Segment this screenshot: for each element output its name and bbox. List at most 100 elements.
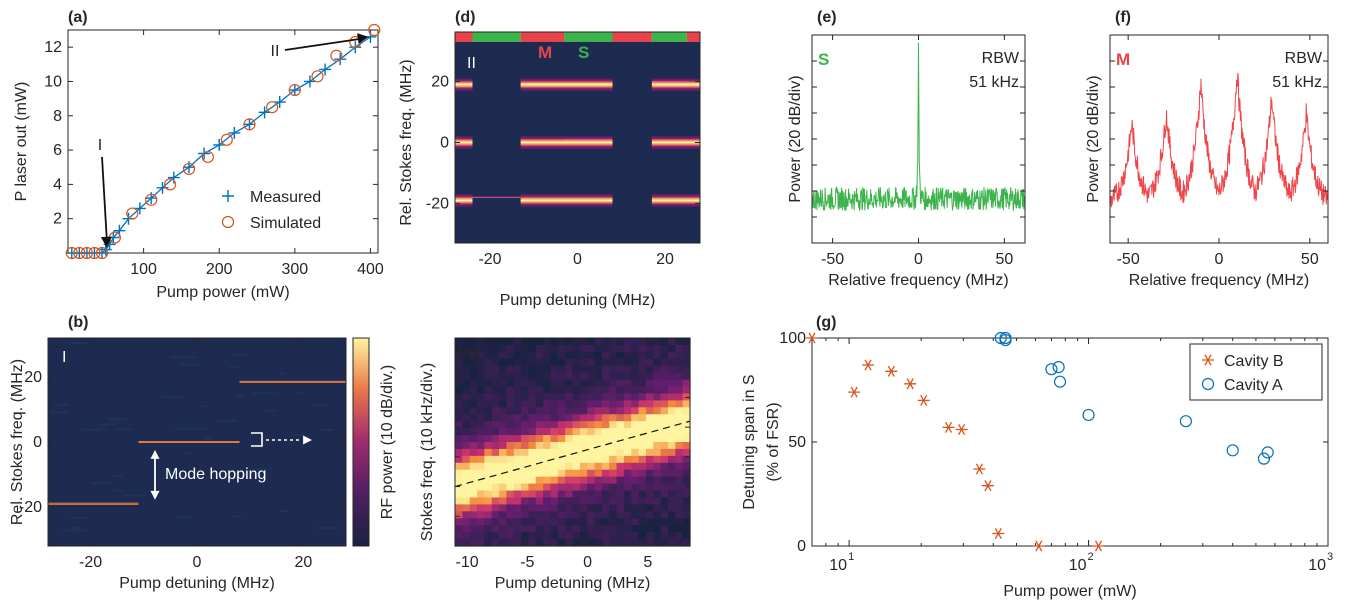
heatmap-cell <box>491 400 500 408</box>
heatmap-cell <box>521 435 530 443</box>
heatmap-cell <box>572 511 581 519</box>
heatmap-cell <box>667 344 676 353</box>
heatmap-cell <box>565 504 574 512</box>
heatmap-cell <box>638 539 647 547</box>
heatmap-cell <box>565 379 574 388</box>
simulated-point <box>80 246 94 260</box>
heatmap-cell <box>499 379 507 388</box>
heatmap-cell <box>638 518 647 526</box>
simulated-point <box>126 207 139 220</box>
heatmap-cell <box>609 365 618 374</box>
heatmap-cell <box>543 407 552 415</box>
heatmap-cell <box>462 504 471 512</box>
heatmap-cell <box>491 490 500 499</box>
heatmap-cell <box>638 358 647 367</box>
heatmap-cell <box>638 504 647 512</box>
heatmap-cell <box>506 448 515 457</box>
y-tick-label: -20 <box>19 499 42 516</box>
heatmap-cell <box>623 358 632 367</box>
heatmap-cell <box>513 455 522 464</box>
simulated-point <box>65 246 78 260</box>
heatmap-cell <box>455 338 463 346</box>
heatmap-cell <box>616 532 625 540</box>
noise-streak <box>54 404 68 407</box>
panel-label: (d) <box>455 9 475 26</box>
heatmap-cell <box>660 525 669 533</box>
heatmap-cell <box>557 428 566 436</box>
heatmap-cell <box>550 504 559 512</box>
heatmap-cell <box>660 407 669 415</box>
heatmap-cell <box>645 532 654 540</box>
heatmap-cell <box>631 351 640 360</box>
heatmap-cell <box>682 407 691 415</box>
heatmap-cell <box>660 518 669 526</box>
heatmap-cell <box>535 414 544 422</box>
heatmap-cell <box>484 421 493 429</box>
heatmap-cell <box>543 372 552 381</box>
heatmap-cell <box>506 539 515 547</box>
heatmap-cell <box>484 365 493 374</box>
heatmap-cell <box>623 407 632 415</box>
heatmap-cell <box>528 379 537 388</box>
heatmap-cell <box>521 338 530 346</box>
state-bar-segment <box>455 32 473 42</box>
heatmap-cell <box>477 490 485 499</box>
heatmap-cell <box>660 455 669 464</box>
heatmap-cell <box>557 511 566 519</box>
heatmap-cell <box>609 344 618 353</box>
annotation-arrow <box>284 37 361 51</box>
heatmap-cell <box>491 435 500 443</box>
heatmap-cell <box>675 532 684 540</box>
heatmap-cell <box>513 338 522 346</box>
simulated-point <box>243 118 256 131</box>
heatmap-cell <box>491 539 500 547</box>
heatmap-cell <box>631 462 640 471</box>
heatmap-cell <box>675 525 684 533</box>
heatmap-cell <box>682 400 691 408</box>
heatmap-cell <box>623 525 632 533</box>
heatmap-cell <box>543 525 552 533</box>
heatmap-cell <box>491 497 500 505</box>
state-label: M <box>1116 50 1130 69</box>
y-tick-label: 0 <box>33 434 42 451</box>
band-strip <box>651 201 700 203</box>
heatmap-cell <box>477 435 485 443</box>
heatmap-cell <box>601 393 610 401</box>
heatmap-cell <box>579 483 588 492</box>
heatmap-cell <box>623 338 632 346</box>
heatmap-cell <box>638 483 647 492</box>
heatmap-cell <box>535 393 544 401</box>
heatmap-cell <box>682 338 691 346</box>
heatmap-cell <box>491 462 500 471</box>
heatmap-cell <box>477 338 485 346</box>
heatmap-cell <box>675 379 684 388</box>
mode-hopping-label: Mode hopping <box>165 466 266 483</box>
band-strip <box>455 86 473 89</box>
heatmap-cell <box>462 379 471 388</box>
heatmap-cell <box>462 435 471 443</box>
noise-streak <box>70 342 88 345</box>
heatmap-cell <box>543 476 552 485</box>
heatmap-cell <box>491 414 500 422</box>
band-strip <box>455 196 473 199</box>
heatmap-cell <box>653 525 662 533</box>
heatmap-cell <box>660 462 669 471</box>
band-strip <box>520 85 613 87</box>
x-tick-exponent: 1 <box>848 551 854 563</box>
heatmap-cell <box>623 351 632 360</box>
state-bar-segment <box>520 32 565 42</box>
noise-streak <box>61 529 88 532</box>
heatmap-cell <box>682 483 691 492</box>
heatmap-cell <box>469 539 478 547</box>
heatmap-cell <box>484 511 493 519</box>
band-strip <box>520 143 613 145</box>
heatmap-cell <box>660 421 669 429</box>
heatmap-cell <box>638 497 647 505</box>
heatmap-cell <box>550 497 559 505</box>
panel-b: -20 0 20 -20 0 20 Pump detuning (MHz) Rel. Stok… <box>9 314 396 592</box>
heatmap-cell <box>477 407 485 415</box>
heatmap-cell <box>543 448 552 457</box>
heatmap-cell <box>535 469 544 478</box>
heatmap-cell <box>462 455 471 464</box>
